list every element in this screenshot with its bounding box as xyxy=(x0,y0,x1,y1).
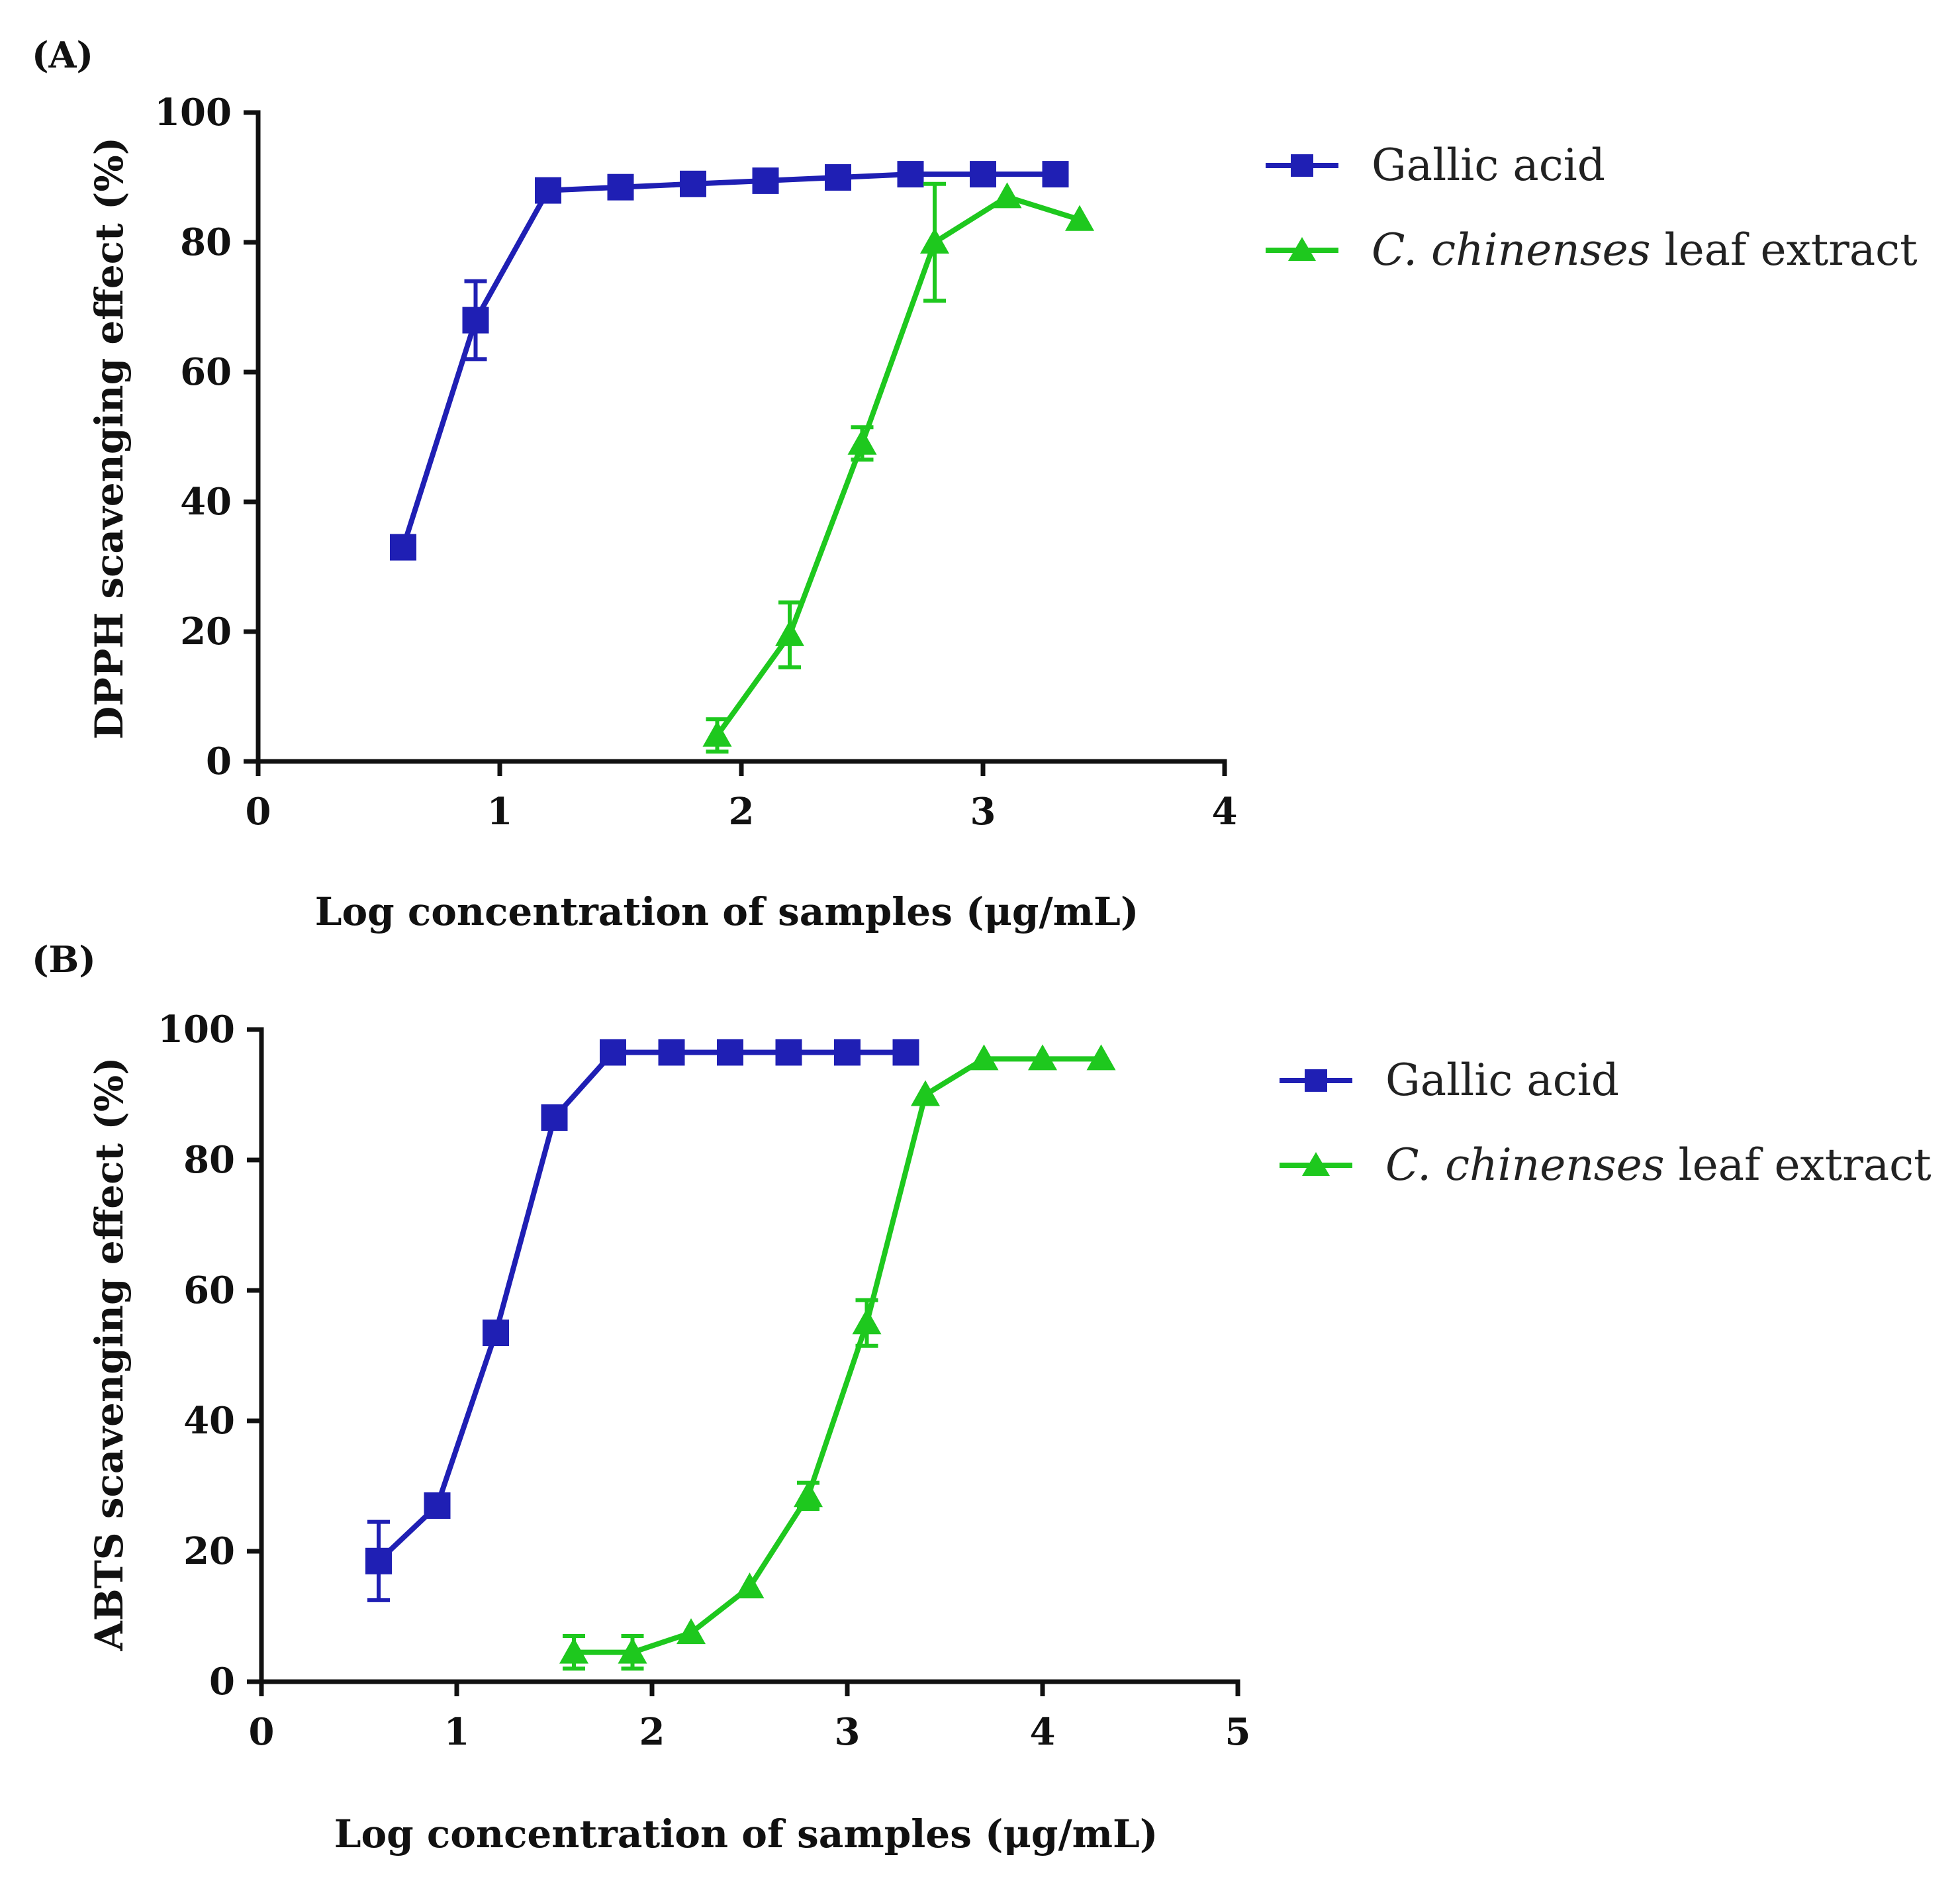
panel-b-y-tick-label: 100 xyxy=(158,1008,235,1051)
panel-a-legend-extract: C. chinenses leaf extract xyxy=(1266,224,1918,275)
panel-a-label: (A) xyxy=(32,34,93,76)
panel-a-legend-gallic: Gallic acid xyxy=(1266,140,1605,191)
panel-b-series-gallic xyxy=(365,1039,919,1602)
panel-b-y-tick-label: 0 xyxy=(209,1660,235,1704)
panel-b-y-axis-title: ABTS scavenging effect (%) xyxy=(87,1057,132,1652)
panel-b-gallic-point xyxy=(717,1039,743,1066)
panel-a-legend-extract-rest: leaf extract xyxy=(1651,224,1918,275)
panel-b-extract-point xyxy=(1086,1044,1116,1071)
panel-a-y-tick-label: 20 xyxy=(180,610,232,653)
panel-b-legend-extract-species: C. chinenses xyxy=(1385,1139,1665,1190)
panel-b-legend-extract-rest: leaf extract xyxy=(1665,1139,1932,1190)
panel-a-extract-point xyxy=(992,182,1022,209)
panel-b-gallic-point xyxy=(365,1547,392,1574)
panel-b-gallic-point xyxy=(541,1104,568,1131)
svg-text:C. chinenses leaf extract: C. chinenses leaf extract xyxy=(1372,224,1918,275)
panel-b-legend-gallic-label: Gallic acid xyxy=(1385,1055,1619,1106)
panel-b-gallic-point xyxy=(600,1039,626,1066)
panel-b-y-tick-label: 80 xyxy=(183,1138,235,1182)
panel-b-chart: (B) Log concentration of samples (μg/mL)… xyxy=(32,938,1932,1856)
panel-a-gallic-point xyxy=(825,164,851,191)
panel-b-legend-extract: C. chinenses leaf extract xyxy=(1280,1139,1932,1190)
panel-a-x-tick-label: 3 xyxy=(970,790,996,834)
svg-text:C. chinenses leaf extract: C. chinenses leaf extract xyxy=(1385,1139,1932,1190)
panel-b-gallic-point xyxy=(775,1039,802,1066)
panel-a-gallic-point xyxy=(1042,161,1069,188)
panel-a-gallic-point xyxy=(897,161,924,188)
panel-a-gallic-point xyxy=(607,173,634,201)
panel-b-extract-point xyxy=(735,1572,765,1599)
panel-b-x-tick-label: 3 xyxy=(835,1710,861,1754)
panel-b-extract-point xyxy=(559,1637,588,1664)
panel-a-x-axis-title: Log concentration of samples (μg/mL) xyxy=(315,889,1139,934)
panel-b-extract-point xyxy=(1028,1044,1057,1071)
panel-b-gallic-point xyxy=(483,1320,509,1347)
panel-b-gallic-point xyxy=(834,1039,861,1066)
panel-a-legend: Gallic acid C. chinenses leaf extract xyxy=(1266,140,1918,275)
panel-a-gallic-point xyxy=(535,177,561,204)
panel-a-series-gallic xyxy=(390,161,1069,561)
panel-a-y-tick-label: 40 xyxy=(180,480,232,524)
panel-b-axes: 0 1 2 3 4 5 0 20 40 60 80 100 xyxy=(158,1008,1250,1754)
panel-a-y-tick-label: 100 xyxy=(154,91,232,134)
panel-b-extract-point xyxy=(852,1308,882,1335)
panel-a-gallic-point xyxy=(752,167,779,194)
panel-b-legend-gallic: Gallic acid xyxy=(1280,1055,1619,1106)
panel-b-x-tick-label: 4 xyxy=(1030,1710,1056,1754)
panel-a-y-tick-label: 60 xyxy=(180,350,232,394)
panel-a-x-tick-label: 0 xyxy=(246,790,271,834)
panel-b-series-extract xyxy=(559,1044,1116,1671)
panel-b-extract-line xyxy=(574,1056,1101,1655)
panel-b-legend: Gallic acid C. chinenses leaf extract xyxy=(1280,1055,1932,1190)
panel-b-x-tick-label: 2 xyxy=(639,1710,665,1754)
panel-a-extract-point xyxy=(920,228,949,254)
panel-b-x-tick-label: 1 xyxy=(444,1710,470,1754)
panel-a-gallic-point xyxy=(680,170,706,197)
panel-b-y-tick-label: 40 xyxy=(183,1399,235,1443)
panel-a-extract-point xyxy=(1065,205,1094,231)
panel-a-series-extract xyxy=(702,181,1094,754)
panel-a-gallic-line xyxy=(400,171,1056,548)
panel-b-y-tick-label: 20 xyxy=(183,1529,235,1573)
panel-b-y-tick-label: 60 xyxy=(183,1269,235,1312)
panel-a-y-axis-title: DPPH scavenging effect (%) xyxy=(87,137,132,740)
panel-a-x-tick-label: 1 xyxy=(487,790,513,834)
panel-a-gallic-point xyxy=(462,307,489,334)
panel-b-extract-point xyxy=(969,1044,999,1071)
panel-b-x-tick-label: 0 xyxy=(249,1710,275,1754)
panel-a-extract-point xyxy=(702,720,732,747)
panel-b-label: (B) xyxy=(32,938,96,981)
panel-b-gallic-point xyxy=(892,1039,919,1066)
panel-a-gallic-point xyxy=(970,161,996,188)
panel-a-legend-extract-species: C. chinenses xyxy=(1372,224,1651,275)
panel-a-x-tick-label: 4 xyxy=(1212,790,1238,834)
panel-b-gallic-point xyxy=(658,1039,685,1066)
panel-a-y-tick-label: 0 xyxy=(206,740,232,783)
panel-a-extract-line xyxy=(715,194,1081,738)
panel-b-extract-point xyxy=(677,1618,706,1645)
panel-b-extract-point xyxy=(911,1080,940,1106)
panel-b-gallic-line xyxy=(377,1049,906,1563)
panel-a-x-tick-label: 2 xyxy=(729,790,755,834)
panel-a-extract-point xyxy=(775,620,804,646)
panel-a-y-tick-label: 80 xyxy=(180,220,232,264)
panel-a-gallic-point xyxy=(390,534,416,561)
panel-b-gallic-point xyxy=(424,1492,451,1519)
panel-b-x-axis-title: Log concentration of samples (μg/mL) xyxy=(334,1811,1158,1856)
panel-b-extract-point xyxy=(794,1481,823,1508)
panel-a-chart: (A) Log concentration of samples (μg/mL)… xyxy=(32,34,1918,934)
panel-b-x-tick-label: 5 xyxy=(1225,1710,1251,1754)
panel-b-extract-point xyxy=(618,1637,647,1664)
panel-a-legend-gallic-label: Gallic acid xyxy=(1372,140,1605,191)
panel-a-extract-point xyxy=(847,428,877,455)
